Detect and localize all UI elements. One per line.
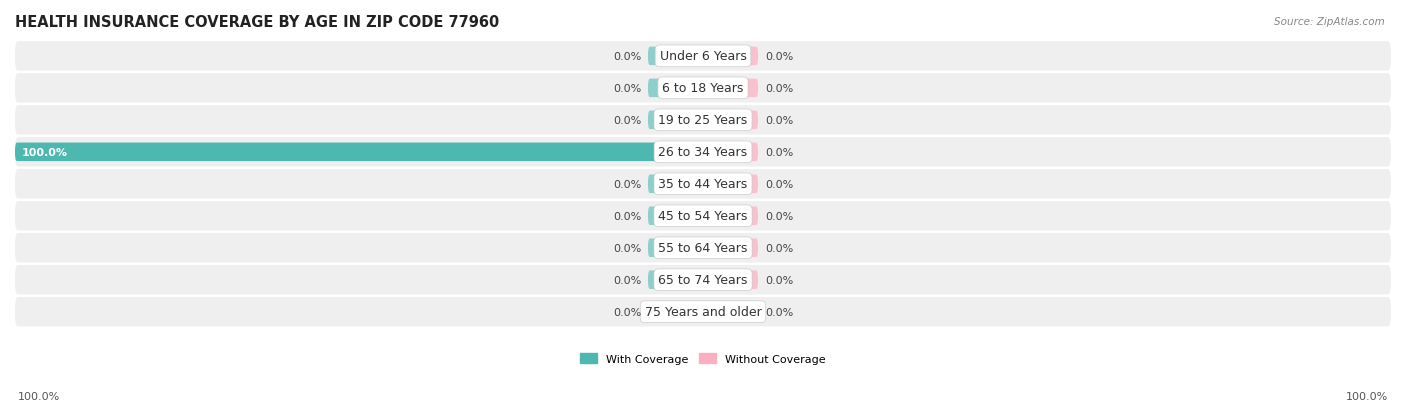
FancyBboxPatch shape <box>703 239 758 257</box>
Text: HEALTH INSURANCE COVERAGE BY AGE IN ZIP CODE 77960: HEALTH INSURANCE COVERAGE BY AGE IN ZIP … <box>15 15 499 30</box>
FancyBboxPatch shape <box>15 266 1391 295</box>
FancyBboxPatch shape <box>648 47 703 66</box>
Text: 45 to 54 Years: 45 to 54 Years <box>658 210 748 223</box>
Text: 0.0%: 0.0% <box>613 211 641 221</box>
Text: 19 to 25 Years: 19 to 25 Years <box>658 114 748 127</box>
FancyBboxPatch shape <box>15 170 1391 199</box>
Legend: With Coverage, Without Coverage: With Coverage, Without Coverage <box>576 349 830 368</box>
FancyBboxPatch shape <box>648 79 703 98</box>
Text: 0.0%: 0.0% <box>765 179 793 189</box>
Text: 0.0%: 0.0% <box>613 243 641 253</box>
FancyBboxPatch shape <box>703 47 758 66</box>
Text: 35 to 44 Years: 35 to 44 Years <box>658 178 748 191</box>
FancyBboxPatch shape <box>15 42 1391 71</box>
Text: 100.0%: 100.0% <box>18 391 60 401</box>
FancyBboxPatch shape <box>703 79 758 98</box>
Text: 0.0%: 0.0% <box>765 147 793 157</box>
Text: 0.0%: 0.0% <box>765 116 793 126</box>
Text: 0.0%: 0.0% <box>765 307 793 317</box>
Text: 6 to 18 Years: 6 to 18 Years <box>662 82 744 95</box>
Text: 0.0%: 0.0% <box>765 243 793 253</box>
FancyBboxPatch shape <box>15 138 1391 167</box>
FancyBboxPatch shape <box>648 271 703 290</box>
FancyBboxPatch shape <box>15 233 1391 263</box>
Text: 100.0%: 100.0% <box>1346 391 1388 401</box>
FancyBboxPatch shape <box>15 106 1391 135</box>
FancyBboxPatch shape <box>15 143 703 162</box>
FancyBboxPatch shape <box>703 143 758 162</box>
FancyBboxPatch shape <box>703 271 758 290</box>
Text: 100.0%: 100.0% <box>22 147 67 157</box>
Text: Under 6 Years: Under 6 Years <box>659 50 747 63</box>
FancyBboxPatch shape <box>15 297 1391 327</box>
Text: 26 to 34 Years: 26 to 34 Years <box>658 146 748 159</box>
Text: 55 to 64 Years: 55 to 64 Years <box>658 242 748 255</box>
FancyBboxPatch shape <box>648 239 703 257</box>
FancyBboxPatch shape <box>648 207 703 225</box>
FancyBboxPatch shape <box>703 175 758 194</box>
FancyBboxPatch shape <box>703 303 758 321</box>
Text: 0.0%: 0.0% <box>613 52 641 62</box>
Text: 0.0%: 0.0% <box>613 307 641 317</box>
Text: Source: ZipAtlas.com: Source: ZipAtlas.com <box>1274 17 1385 26</box>
FancyBboxPatch shape <box>703 111 758 130</box>
Text: 0.0%: 0.0% <box>765 84 793 94</box>
FancyBboxPatch shape <box>648 175 703 194</box>
Text: 0.0%: 0.0% <box>613 179 641 189</box>
FancyBboxPatch shape <box>648 303 703 321</box>
FancyBboxPatch shape <box>703 207 758 225</box>
Text: 75 Years and older: 75 Years and older <box>644 306 762 318</box>
Text: 0.0%: 0.0% <box>613 275 641 285</box>
FancyBboxPatch shape <box>648 111 703 130</box>
Text: 0.0%: 0.0% <box>765 211 793 221</box>
FancyBboxPatch shape <box>15 74 1391 103</box>
Text: 65 to 74 Years: 65 to 74 Years <box>658 273 748 287</box>
FancyBboxPatch shape <box>15 202 1391 231</box>
Text: 0.0%: 0.0% <box>613 116 641 126</box>
Text: 0.0%: 0.0% <box>765 52 793 62</box>
Text: 0.0%: 0.0% <box>613 84 641 94</box>
Text: 0.0%: 0.0% <box>765 275 793 285</box>
